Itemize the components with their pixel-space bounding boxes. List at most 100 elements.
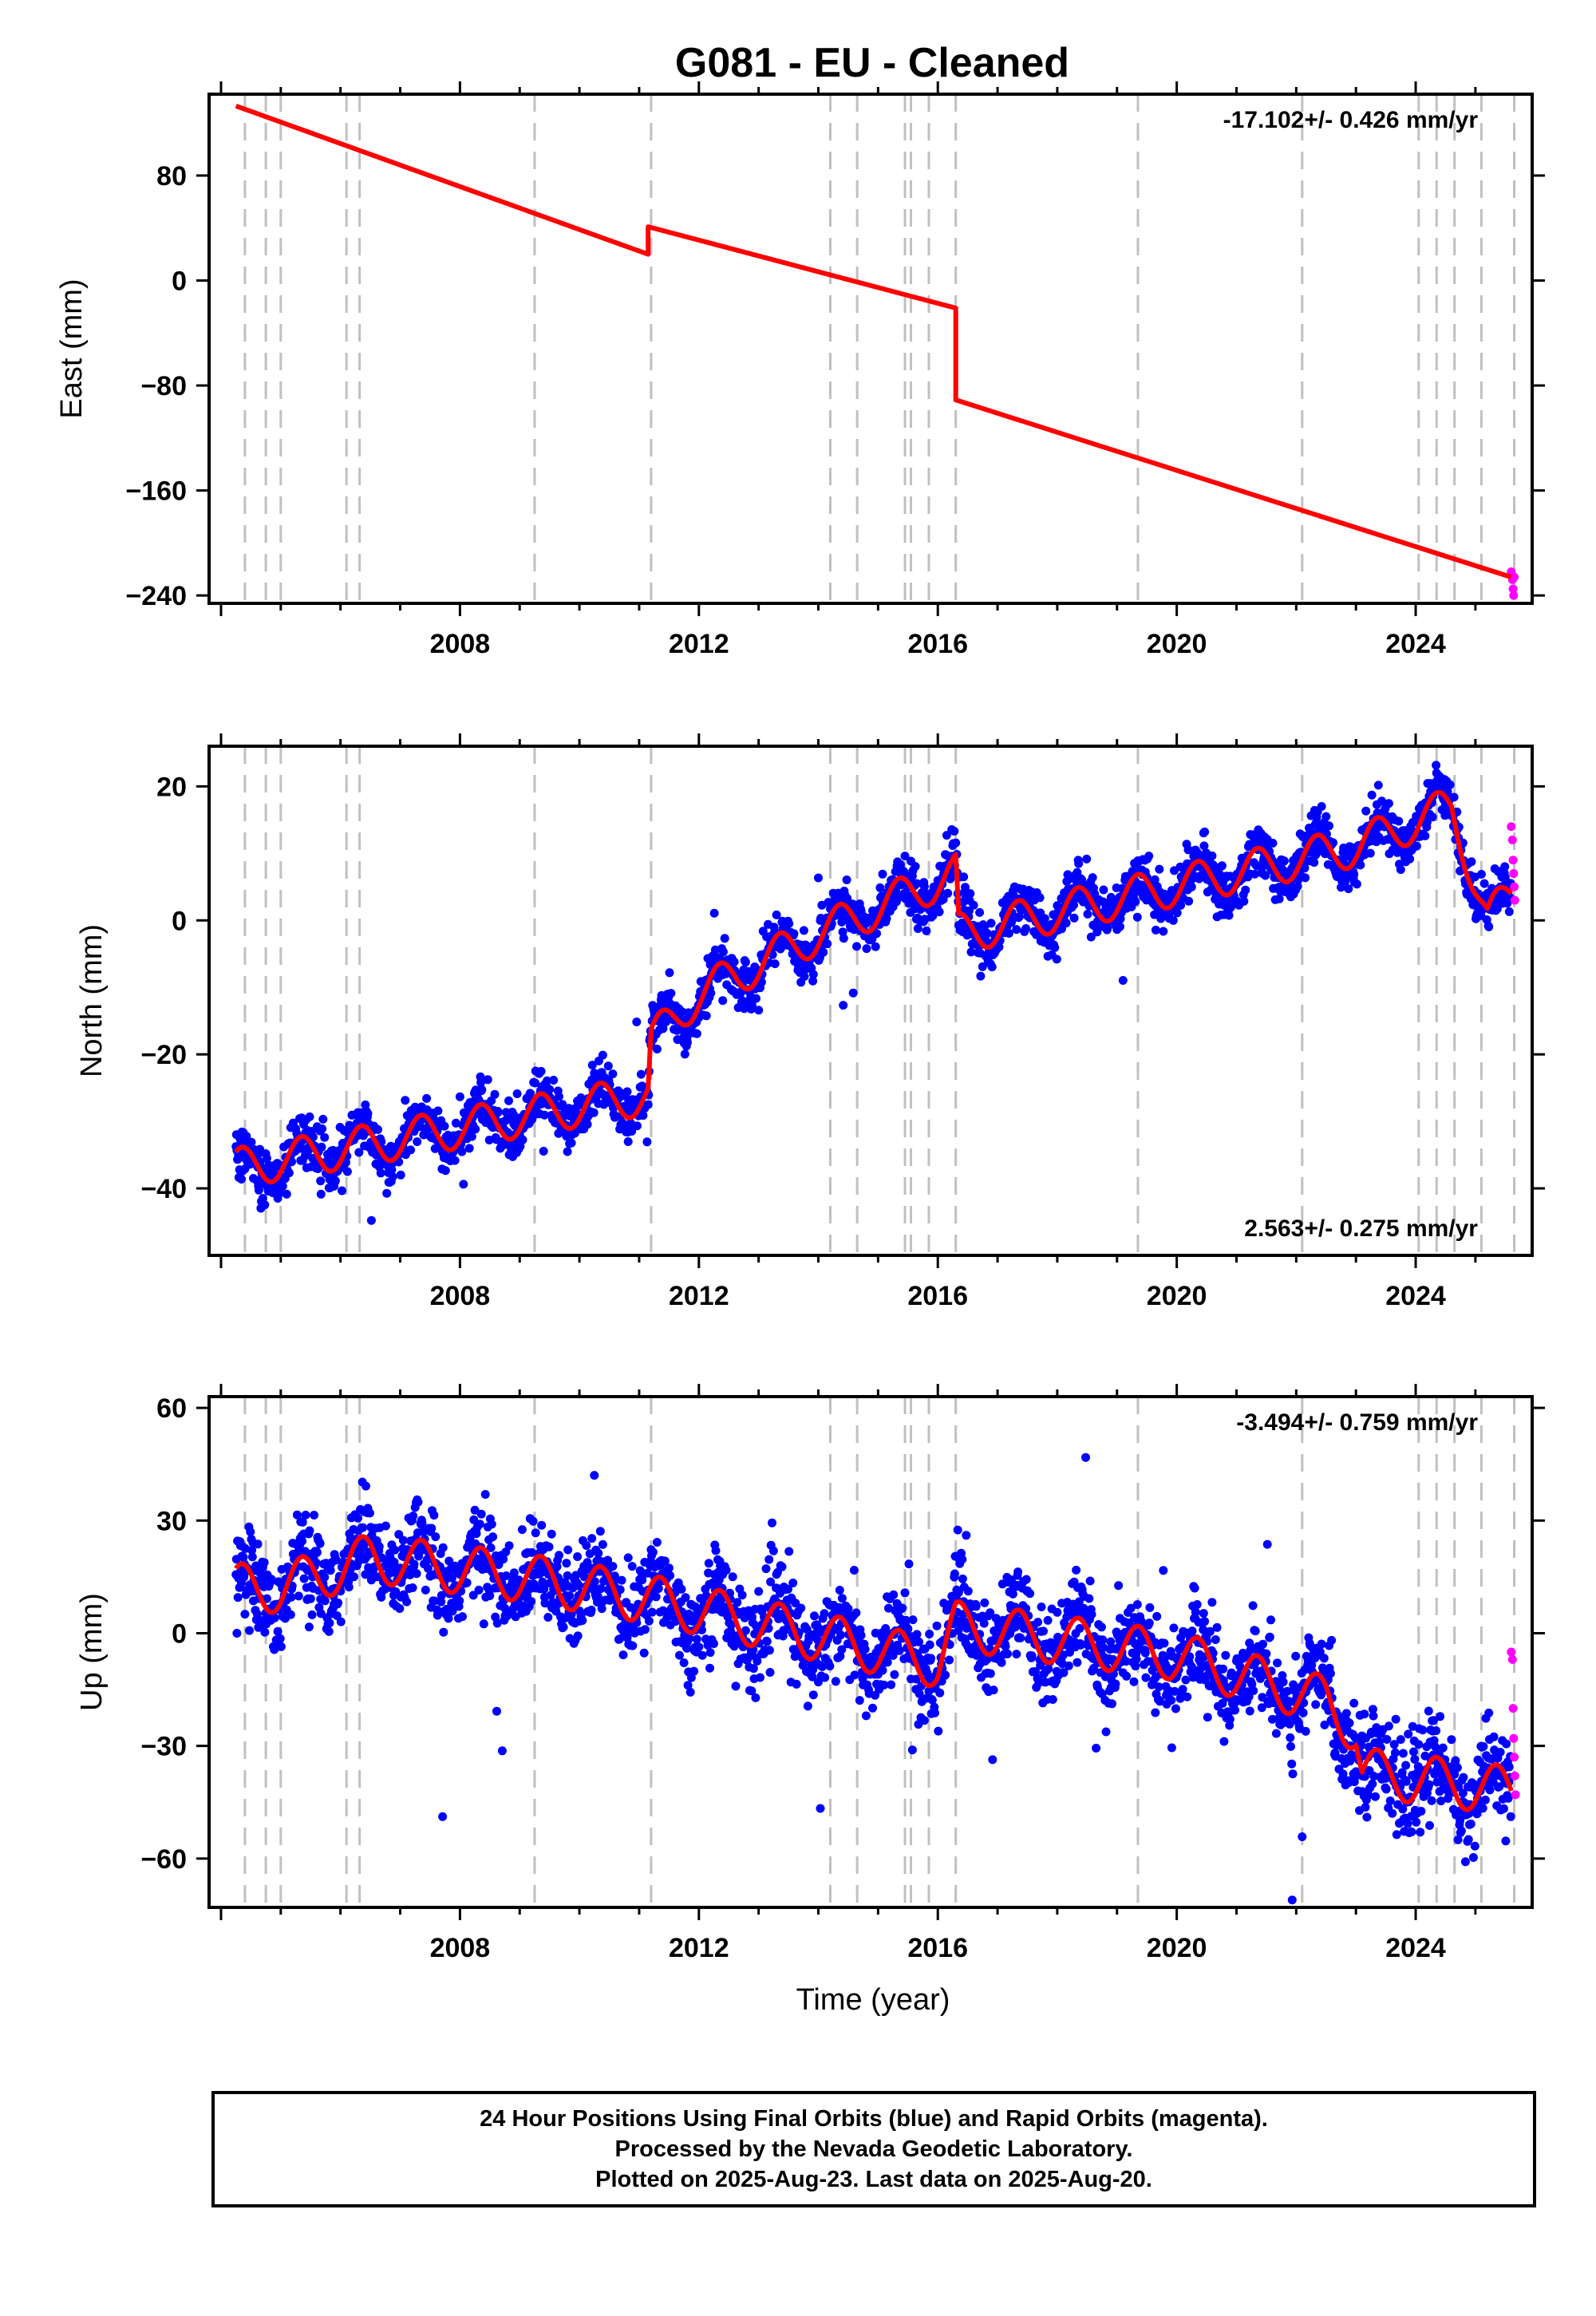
data-point bbox=[1368, 0, 1377, 5]
data-point bbox=[1260, 0, 1269, 5]
data-point bbox=[337, 0, 346, 5]
data-point bbox=[1148, 0, 1156, 5]
data-point bbox=[390, 0, 399, 5]
data-point bbox=[455, 0, 464, 5]
data-point bbox=[988, 0, 997, 5]
data-point bbox=[1440, 0, 1449, 5]
data-point bbox=[1406, 0, 1415, 5]
data-point bbox=[811, 0, 820, 5]
data-point bbox=[1130, 0, 1139, 5]
data-point bbox=[394, 0, 403, 5]
data-point bbox=[869, 0, 878, 5]
data-point bbox=[776, 0, 784, 5]
data-point bbox=[574, 0, 583, 5]
data-point bbox=[975, 907, 985, 917]
data-point bbox=[286, 0, 294, 5]
data-point bbox=[407, 0, 416, 5]
data-point bbox=[1048, 0, 1057, 5]
data-point bbox=[523, 0, 532, 5]
data-point bbox=[660, 0, 669, 5]
data-point bbox=[338, 0, 347, 5]
data-point bbox=[1369, 0, 1378, 5]
data-point bbox=[549, 1076, 559, 1085]
data-point bbox=[658, 0, 666, 5]
data-point bbox=[845, 0, 854, 5]
data-point bbox=[1163, 0, 1171, 5]
data-point bbox=[1167, 0, 1175, 5]
data-point bbox=[933, 0, 942, 5]
x-tick-label: 2012 bbox=[669, 629, 729, 659]
data-point bbox=[457, 0, 466, 5]
data-point bbox=[1504, 0, 1513, 5]
data-point bbox=[333, 0, 342, 5]
data-point bbox=[594, 0, 602, 5]
data-point bbox=[1282, 0, 1291, 5]
data-point bbox=[571, 0, 580, 5]
data-point bbox=[810, 0, 819, 5]
data-point bbox=[807, 0, 816, 5]
data-point bbox=[622, 0, 630, 5]
data-point bbox=[1014, 0, 1023, 5]
data-point bbox=[445, 0, 454, 5]
data-point bbox=[831, 0, 839, 5]
data-point bbox=[276, 0, 285, 5]
data-point bbox=[1478, 0, 1487, 5]
data-point bbox=[533, 0, 542, 5]
data-point bbox=[543, 0, 552, 5]
data-point bbox=[899, 0, 908, 5]
data-point bbox=[897, 0, 906, 5]
data-point bbox=[262, 0, 271, 5]
data-point bbox=[1001, 0, 1010, 5]
data-point bbox=[674, 0, 682, 5]
data-point bbox=[475, 0, 484, 5]
data-point bbox=[1239, 0, 1248, 5]
data-point bbox=[341, 0, 350, 5]
data-point bbox=[1247, 0, 1256, 5]
data-point bbox=[543, 0, 551, 5]
data-point bbox=[745, 0, 754, 5]
data-point bbox=[844, 0, 853, 5]
data-point bbox=[946, 0, 954, 5]
data-point bbox=[662, 0, 671, 5]
data-point bbox=[458, 0, 467, 5]
data-point bbox=[509, 0, 518, 5]
data-point bbox=[911, 0, 919, 5]
data-point bbox=[694, 0, 703, 5]
data-point bbox=[1045, 0, 1054, 5]
data-point bbox=[1122, 0, 1131, 5]
data-point bbox=[1447, 0, 1456, 5]
data-point bbox=[279, 0, 288, 5]
data-point bbox=[774, 0, 783, 5]
data-point bbox=[1164, 0, 1173, 5]
data-point bbox=[296, 0, 305, 5]
data-point bbox=[543, 0, 552, 5]
data-point bbox=[1100, 0, 1109, 5]
data-point bbox=[822, 0, 831, 5]
data-point bbox=[1483, 0, 1492, 5]
data-point bbox=[832, 0, 840, 5]
data-point bbox=[568, 0, 577, 5]
data-point bbox=[1400, 0, 1408, 5]
data-point bbox=[262, 1153, 271, 1163]
data-point bbox=[557, 0, 566, 5]
data-point bbox=[547, 0, 556, 5]
data-point bbox=[1412, 0, 1420, 5]
data-point bbox=[1012, 925, 1021, 935]
data-point bbox=[805, 0, 814, 5]
data-point bbox=[328, 0, 337, 5]
data-point bbox=[1175, 0, 1183, 5]
data-point bbox=[379, 0, 388, 5]
data-point bbox=[654, 0, 663, 5]
data-point bbox=[504, 1096, 513, 1105]
data-point bbox=[1306, 0, 1314, 5]
data-point bbox=[918, 0, 926, 5]
data-point bbox=[1445, 0, 1454, 5]
data-point bbox=[1414, 0, 1423, 5]
data-point bbox=[1151, 925, 1160, 935]
data-point bbox=[972, 0, 981, 5]
data-point bbox=[981, 0, 990, 5]
data-point bbox=[365, 0, 373, 5]
data-point bbox=[1394, 0, 1403, 5]
data-point bbox=[1033, 0, 1041, 5]
data-point bbox=[871, 0, 879, 5]
